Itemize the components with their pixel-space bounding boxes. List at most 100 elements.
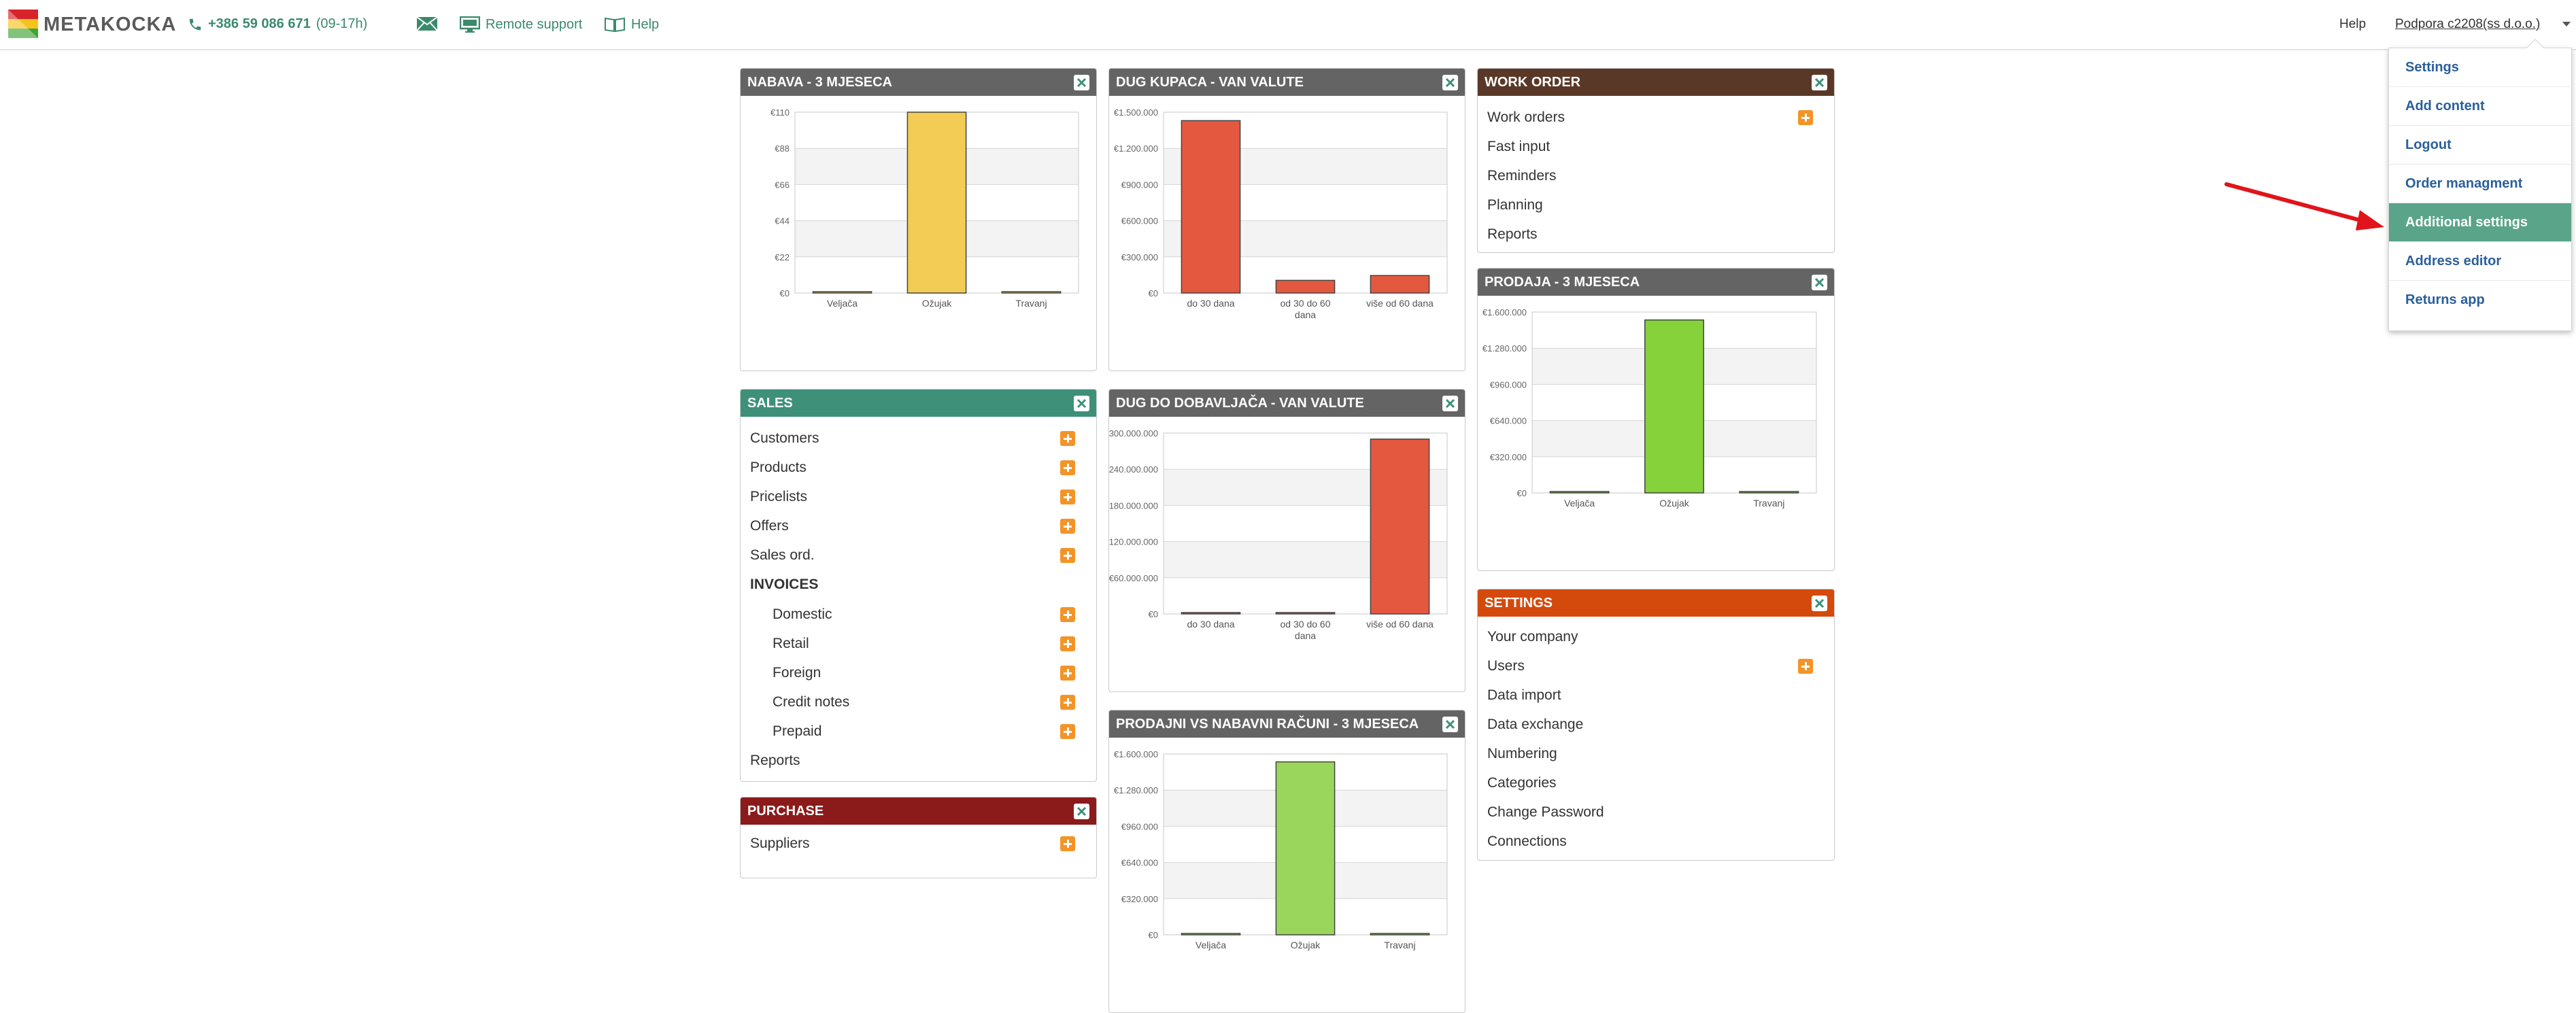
x-tick-label: od 30 do 60 — [1281, 619, 1331, 630]
menu-item-label: Numbering — [1487, 745, 1557, 761]
menu-item-label: Fast input — [1487, 138, 1550, 154]
menu-item-your-company[interactable]: Your company — [1478, 622, 1834, 651]
mail-link[interactable] — [416, 16, 438, 31]
plus-icon[interactable] — [1060, 666, 1075, 681]
phone-link[interactable]: +386 59 086 671 (09-17h) — [188, 16, 367, 32]
dropdown-item-additional-settings[interactable]: Additional settings — [2389, 203, 2571, 242]
menu-item-users[interactable]: Users — [1478, 651, 1834, 681]
menu-item-change-password[interactable]: Change Password — [1478, 797, 1834, 827]
x-tick-label: od 30 do 60 — [1281, 298, 1331, 309]
y-tick-label: €960.000 — [1121, 821, 1158, 831]
menu-item-retail[interactable]: Retail — [741, 629, 1096, 658]
chevron-down-icon[interactable] — [2562, 22, 2571, 27]
dropdown-item-address-editor[interactable]: Address editor — [2389, 242, 2571, 281]
y-tick-label: €640.000 — [1121, 858, 1158, 868]
menu-item-domestic[interactable]: Domestic — [741, 600, 1096, 629]
plus-icon[interactable] — [1060, 607, 1075, 622]
close-icon[interactable] — [1074, 804, 1089, 819]
menu-item-offers[interactable]: Offers — [741, 511, 1096, 540]
plus-icon[interactable] — [1060, 460, 1075, 475]
menu-item-products[interactable]: Products — [741, 453, 1096, 482]
menu-item-label: Retail — [773, 635, 809, 651]
y-tick-label: €900.000 — [1121, 179, 1158, 190]
menu-item-fast-input[interactable]: Fast input — [1478, 132, 1834, 161]
y-tick-label: €44 — [775, 216, 790, 226]
menu-item-suppliers[interactable]: Suppliers — [741, 829, 1096, 858]
x-tick-label: Ožujak — [922, 298, 953, 309]
menu-item-label: Data exchange — [1487, 716, 1584, 732]
user-menu-link[interactable]: Podpora c2208(ss d.o.o.) — [2395, 17, 2541, 31]
y-tick-label: €1.500.000 — [1114, 107, 1158, 118]
remote-support-label: Remote support — [486, 16, 583, 32]
panel-header: SALES — [741, 390, 1096, 417]
plus-icon[interactable] — [1060, 636, 1075, 651]
y-tick-label: €300.000.000 — [1109, 428, 1158, 439]
dropdown-item-settings[interactable]: Settings — [2389, 48, 2571, 87]
plus-icon[interactable] — [1798, 110, 1813, 125]
menu-item-reports[interactable]: Reports — [1478, 220, 1834, 249]
panel-title: WORK ORDER — [1485, 74, 1581, 90]
bar-1 — [1181, 612, 1241, 615]
menu-item-label: Foreign — [773, 664, 821, 681]
y-tick-label: €0 — [780, 288, 790, 298]
y-tick-label: €0 — [1149, 288, 1158, 298]
dropdown-item-returns-app[interactable]: Returns app — [2405, 292, 2485, 307]
chart-prodaja: €0 €320.000 €640.000 €960.000 €1.280.000 €1.6… — [1482, 307, 1817, 509]
close-icon[interactable] — [1442, 75, 1458, 90]
menu-item-data-exchange[interactable]: Data exchange — [1478, 710, 1834, 739]
menu-item-work-orders[interactable]: Work orders — [1478, 103, 1834, 132]
menu-item-categories[interactable]: Categories — [1478, 768, 1834, 797]
plus-icon[interactable] — [1060, 724, 1075, 739]
y-tick-label: €66 — [775, 179, 790, 190]
plus-icon[interactable] — [1060, 490, 1075, 504]
menu-item-credit-notes[interactable]: Credit notes — [741, 687, 1096, 717]
menu-item-label: Customers — [750, 430, 819, 446]
menu-item-connections[interactable]: Connections — [1478, 827, 1834, 856]
y-tick-label: €0 — [1517, 488, 1527, 498]
menu-item-pricelists[interactable]: Pricelists — [741, 482, 1096, 511]
x-tick-label: Travanj — [1015, 298, 1047, 309]
plus-icon[interactable] — [1060, 695, 1075, 710]
menu-item-label: Change Password — [1487, 804, 1604, 820]
y-tick-label: €1.280.000 — [1114, 785, 1158, 795]
mail-icon — [416, 16, 438, 31]
close-icon[interactable] — [1074, 396, 1089, 411]
x-tick-label: više od 60 dana — [1366, 298, 1434, 309]
remote-support-link[interactable]: Remote support — [460, 16, 582, 33]
dropdown-item-order-managment[interactable]: Order managment — [2389, 165, 2571, 203]
menu-item-reports[interactable]: Reports — [741, 746, 1096, 775]
help-right-link[interactable]: Help — [2339, 17, 2367, 31]
book-icon — [605, 17, 625, 33]
close-icon[interactable] — [1442, 717, 1458, 732]
close-icon[interactable] — [1442, 396, 1458, 411]
close-icon[interactable] — [1074, 75, 1089, 90]
bar-2 — [1275, 612, 1336, 615]
bar-2 — [1644, 319, 1704, 494]
dropdown-item-add-content[interactable]: Add content — [2389, 87, 2571, 126]
panel-prodajni-vs-nabavni: PRODAJNI VS NABAVNI RAČUNI - 3 MJESECA €… — [1108, 710, 1465, 1013]
metakocka-logo[interactable] — [8, 10, 38, 38]
dropdown-item-logout[interactable]: Logout — [2389, 126, 2571, 165]
plus-icon[interactable] — [1060, 836, 1075, 851]
menu-item-numbering[interactable]: Numbering — [1478, 739, 1834, 768]
plus-icon[interactable] — [1060, 548, 1075, 563]
phone-icon — [189, 18, 201, 30]
plus-icon[interactable] — [1060, 519, 1075, 534]
menu-item-prepaid[interactable]: Prepaid — [741, 717, 1096, 746]
menu-item-sales-orders[interactable]: Sales ord. — [741, 540, 1096, 570]
plus-icon[interactable] — [1798, 659, 1813, 674]
y-tick-label: €22 — [775, 252, 790, 262]
panel-title: PRODAJA - 3 MJESECA — [1485, 274, 1640, 290]
close-icon[interactable] — [1812, 596, 1827, 611]
y-tick-label: €60.000.000 — [1109, 573, 1158, 583]
menu-item-reminders[interactable]: Reminders — [1478, 161, 1834, 190]
close-icon[interactable] — [1812, 75, 1827, 90]
menu-item-foreign[interactable]: Foreign — [741, 658, 1096, 687]
close-icon[interactable] — [1812, 275, 1827, 290]
help-link[interactable]: Help — [604, 16, 659, 33]
menu-item-planning[interactable]: Planning — [1478, 190, 1834, 220]
plus-icon[interactable] — [1060, 431, 1075, 446]
menu-item-customers[interactable]: Customers — [741, 424, 1096, 453]
menu-item-data-import[interactable]: Data import — [1478, 681, 1834, 710]
y-tick-label: €120.000.000 — [1109, 537, 1158, 547]
